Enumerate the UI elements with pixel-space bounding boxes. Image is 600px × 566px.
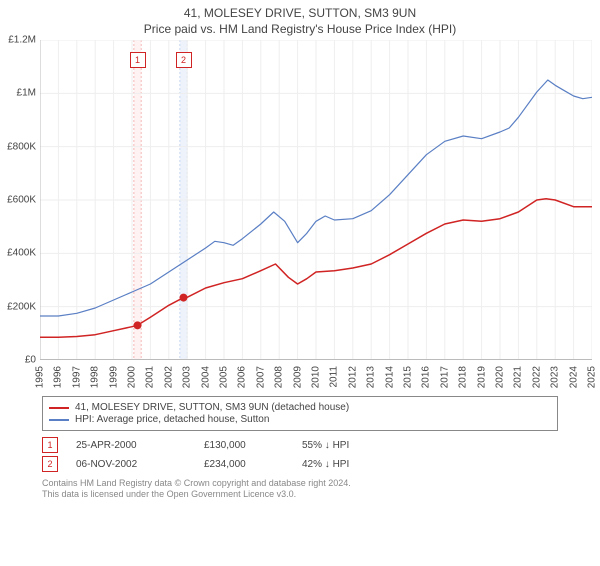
chart-marker-chip: 2 — [176, 52, 192, 68]
marker-date: 25-APR-2000 — [76, 440, 186, 451]
x-tick-label: 2001 — [145, 366, 156, 388]
footnote-line1: Contains HM Land Registry data © Crown c… — [42, 478, 558, 489]
marker-price: £130,000 — [204, 440, 284, 451]
marker-pct: 55% ↓ HPI — [302, 440, 558, 451]
marker-row: 1 25-APR-2000 £130,000 55% ↓ HPI — [42, 437, 558, 453]
marker-pct: 42% ↓ HPI — [302, 459, 558, 470]
marker-table: 1 25-APR-2000 £130,000 55% ↓ HPI 2 06-NOV-200… — [42, 437, 558, 472]
footnote: Contains HM Land Registry data © Crown c… — [42, 478, 558, 501]
chart-titles: 41, MOLESEY DRIVE, SUTTON, SM3 9UN Price… — [0, 6, 600, 36]
y-tick-label: £1.2M — [8, 35, 36, 46]
legend: 41, MOLESEY DRIVE, SUTTON, SM3 9UN (deta… — [42, 396, 558, 431]
x-tick-label: 2000 — [127, 366, 138, 388]
y-tick-label: £200K — [7, 301, 36, 312]
x-tick-label: 2003 — [182, 366, 193, 388]
footnote-line2: This data is licensed under the Open Gov… — [42, 489, 558, 500]
title-subtitle: Price paid vs. HM Land Registry's House … — [0, 22, 600, 36]
x-tick-label: 2005 — [219, 366, 230, 388]
marker-date: 06-NOV-2002 — [76, 459, 186, 470]
y-tick-label: £600K — [7, 195, 36, 206]
title-address: 41, MOLESEY DRIVE, SUTTON, SM3 9UN — [0, 6, 600, 20]
x-tick-label: 2022 — [531, 366, 542, 388]
legend-label: 41, MOLESEY DRIVE, SUTTON, SM3 9UN (deta… — [75, 402, 349, 413]
x-tick-label: 2021 — [513, 366, 524, 388]
x-tick-label: 2020 — [495, 366, 506, 388]
x-tick-label: 2007 — [255, 366, 266, 388]
x-tick-label: 2010 — [311, 366, 322, 388]
marker-chip: 1 — [42, 437, 58, 453]
legend-swatch — [49, 419, 69, 421]
legend-row: HPI: Average price, detached house, Sutt… — [49, 414, 551, 425]
y-tick-label: £400K — [7, 248, 36, 259]
x-tick-label: 2019 — [476, 366, 487, 388]
x-tick-label: 1997 — [71, 366, 82, 388]
y-tick-label: £0 — [25, 355, 36, 366]
marker-chip: 2 — [42, 456, 58, 472]
x-tick-label: 2025 — [587, 366, 598, 388]
x-tick-label: 2017 — [439, 366, 450, 388]
legend-label: HPI: Average price, detached house, Sutt… — [75, 414, 269, 425]
x-tick-label: 2012 — [347, 366, 358, 388]
marker-price: £234,000 — [204, 459, 284, 470]
y-tick-label: £800K — [7, 141, 36, 152]
marker-row: 2 06-NOV-2002 £234,000 42% ↓ HPI — [42, 456, 558, 472]
x-tick-label: 2023 — [550, 366, 561, 388]
x-tick-label: 2009 — [292, 366, 303, 388]
legend-row: 41, MOLESEY DRIVE, SUTTON, SM3 9UN (deta… — [49, 402, 551, 413]
chart-marker-chip: 1 — [130, 52, 146, 68]
x-tick-label: 2006 — [237, 366, 248, 388]
x-tick-label: 1999 — [108, 366, 119, 388]
x-tick-label: 2011 — [329, 366, 340, 388]
x-tick-label: 2004 — [200, 366, 211, 388]
x-tick-label: 1995 — [35, 366, 46, 388]
x-tick-label: 1998 — [90, 366, 101, 388]
x-tick-label: 1996 — [53, 366, 64, 388]
x-tick-label: 2018 — [458, 366, 469, 388]
x-tick-label: 2002 — [163, 366, 174, 388]
legend-swatch — [49, 407, 69, 409]
x-tick-label: 2008 — [274, 366, 285, 388]
x-tick-label: 2015 — [403, 366, 414, 388]
y-tick-label: £1M — [17, 88, 36, 99]
x-tick-label: 2024 — [568, 366, 579, 388]
x-tick-label: 2016 — [421, 366, 432, 388]
chart-area: £0£200K£400K£600K£800K£1M£1.2M1995199619… — [40, 40, 594, 360]
x-tick-label: 2013 — [366, 366, 377, 388]
chart-svg — [40, 40, 592, 360]
x-tick-label: 2014 — [384, 366, 395, 388]
